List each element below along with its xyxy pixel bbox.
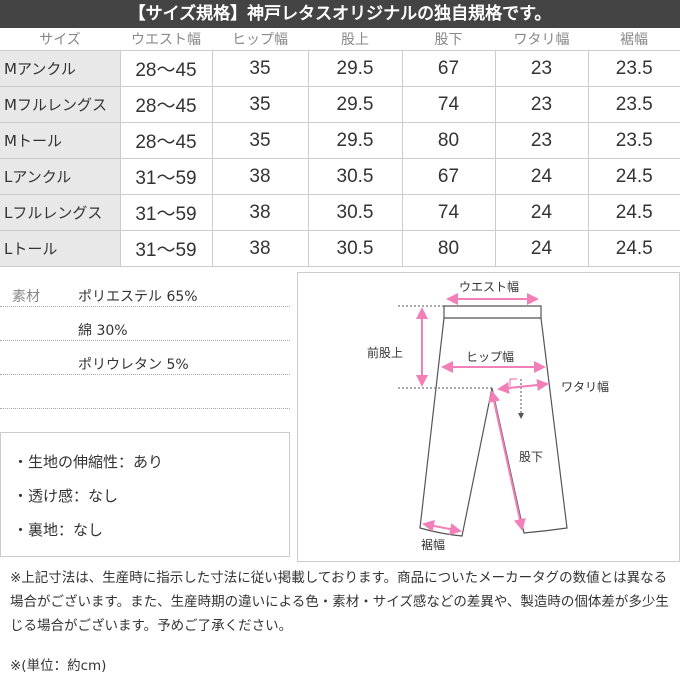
size-value: 24.5	[587, 158, 680, 195]
size-value: 30.5	[307, 194, 403, 231]
size-value: 24	[494, 158, 589, 195]
size-value: 24.5	[587, 194, 680, 231]
size-value: 28〜45	[119, 122, 213, 159]
label-rise: 前股上	[367, 345, 403, 360]
page-title: 【サイズ規格】神戸レタスオリジナルの独自規格です。	[0, 0, 680, 28]
size-value: 29.5	[307, 86, 403, 123]
size-value: 23.5	[587, 50, 680, 87]
size-value: 23.5	[587, 86, 680, 123]
column-header: 股下	[434, 32, 463, 48]
size-value: 74	[401, 86, 496, 123]
material-item: 綿 30%	[78, 323, 128, 339]
size-value: 31〜59	[119, 194, 213, 231]
column-header: ウエスト幅	[131, 32, 201, 48]
size-value: 38	[211, 230, 309, 267]
size-value: 24.5	[587, 230, 680, 267]
size-value: 23	[494, 86, 589, 123]
material-label: 素材	[12, 289, 40, 305]
size-value: 23	[494, 50, 589, 87]
size-value: 29.5	[307, 50, 403, 87]
size-name: Mアンクル	[0, 50, 121, 87]
feature-sheer: ・透け感：なし	[13, 487, 119, 505]
pants-outline	[419, 305, 568, 537]
material-row: 素材 ポリエステル 65%	[0, 278, 290, 307]
size-value: 30.5	[307, 158, 403, 195]
column-header: サイズ	[39, 32, 81, 48]
size-name: Mトール	[0, 122, 121, 159]
feature-stretch: ・生地の伸縮性：あり	[13, 453, 164, 471]
table-row: Mフルレングス 28〜45 35 29.5 74 23 23.5	[0, 86, 680, 123]
size-value: 74	[401, 194, 496, 231]
size-value: 31〜59	[119, 158, 213, 195]
size-value: 38	[211, 158, 309, 195]
features-box: ・生地の伸縮性：あり ・透け感：なし ・裏地：なし	[0, 432, 290, 557]
measurement-diagram: ウエスト幅 前股上 ヒップ幅 ワタリ幅 股下 裾幅	[297, 272, 680, 562]
size-value: 38	[211, 194, 309, 231]
size-value: 31〜59	[119, 230, 213, 267]
size-name: Mフルレングス	[0, 86, 121, 123]
size-value: 24	[494, 194, 589, 231]
size-value: 23	[494, 122, 589, 159]
pants-diagram: ウエスト幅 前股上 ヒップ幅 ワタリ幅 股下 裾幅	[367, 279, 609, 552]
size-name: Lフルレングス	[0, 194, 121, 231]
table-row: Lトール 31〜59 38 30.5 80 24 24.5	[0, 230, 680, 267]
label-hip: ヒップ幅	[466, 349, 514, 364]
table-row: Lアンクル 31〜59 38 30.5 67 24 24.5	[0, 158, 680, 195]
size-value: 67	[401, 158, 496, 195]
label-inseam: 股下	[519, 450, 543, 464]
material-row: 綿 30%	[0, 312, 290, 341]
size-name: Lアンクル	[0, 158, 121, 195]
material-item: ポリウレタン 5%	[78, 357, 189, 373]
size-name: Lトール	[0, 230, 121, 267]
label-waist: ウエスト幅	[459, 279, 519, 294]
size-value: 30.5	[307, 230, 403, 267]
label-hem: 裾幅	[421, 537, 445, 552]
column-header: 股上	[341, 32, 369, 48]
feature-lining: ・裏地：なし	[13, 521, 104, 539]
size-value: 35	[211, 122, 309, 159]
size-value: 35	[211, 50, 309, 87]
size-value: 29.5	[307, 122, 403, 159]
size-table: サイズ ウエスト幅 ヒップ幅 股上 股下 ワタリ幅 裾幅 Mアンクル 28〜45 35 29.5 6…	[0, 28, 680, 267]
column-header: ヒップ幅	[232, 32, 288, 48]
table-row: Mアンクル 28〜45 35 29.5 67 23 23.5	[0, 50, 680, 87]
column-header: ワタリ幅	[513, 32, 570, 48]
size-value: 80	[401, 122, 496, 159]
material-item: ポリエステル 65%	[78, 289, 198, 305]
label-thigh: ワタリ幅	[561, 379, 609, 394]
size-value: 23.5	[587, 122, 680, 159]
measurement-arrows	[416, 293, 549, 535]
arrow-down-icon	[518, 413, 524, 419]
size-value: 28〜45	[119, 50, 213, 87]
size-value: 24	[494, 230, 589, 267]
unit-note: ※(単位：約cm)	[10, 658, 107, 674]
size-value: 35	[211, 86, 309, 123]
table-row: Lフルレングス 31〜59 38 30.5 74 24 24.5	[0, 194, 680, 231]
size-value: 67	[401, 50, 496, 87]
disclaimer-note: ※上記寸法は、生産時に指示した寸法に従い掲載しております。商品についたメーカータ…	[10, 570, 669, 634]
material-row: ポリウレタン 5%	[0, 346, 290, 375]
table-row: Mトール 28〜45 35 29.5 80 23 23.5	[0, 122, 680, 159]
size-value: 28〜45	[119, 86, 213, 123]
column-header: 裾幅	[620, 32, 648, 48]
material-row-empty	[0, 380, 290, 409]
size-value: 80	[401, 230, 496, 267]
